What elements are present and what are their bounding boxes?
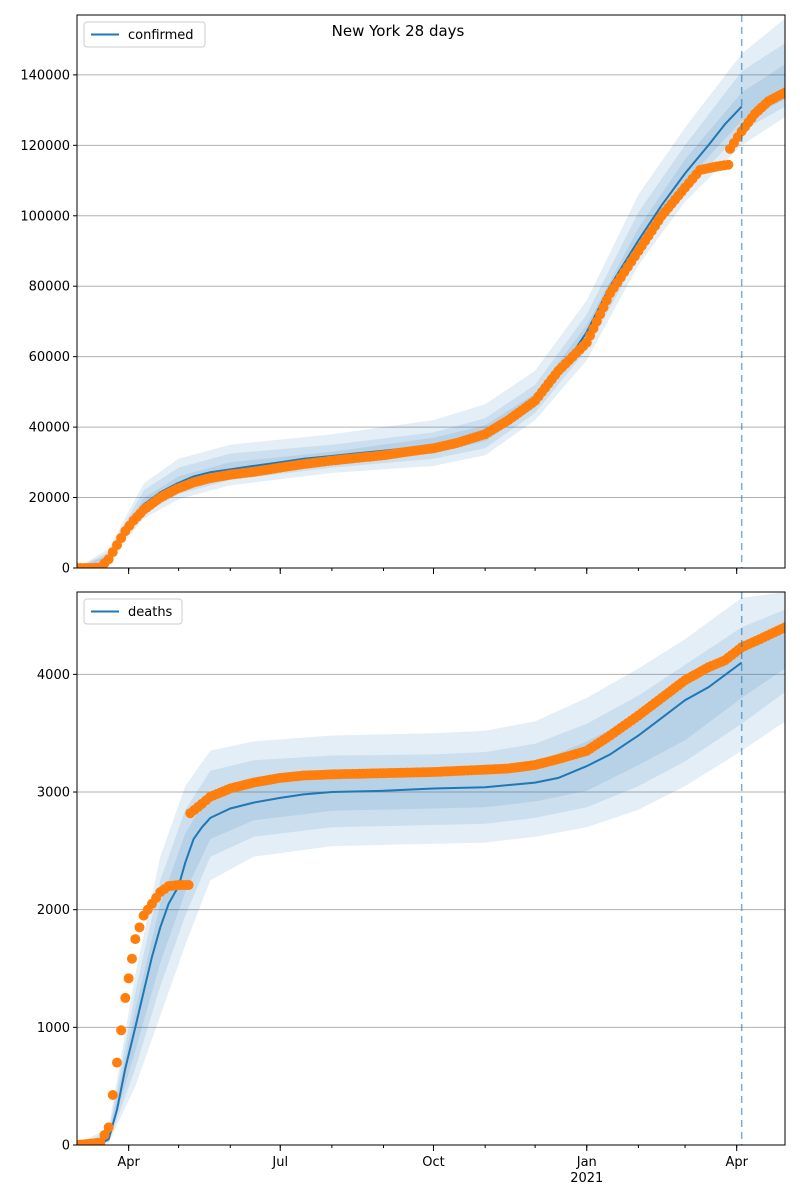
y-tick-label: 20000	[29, 491, 70, 506]
legend-box	[83, 598, 183, 625]
plot-area	[77, 592, 785, 1145]
y-tick-label: 140000	[20, 68, 70, 83]
plot-area	[77, 18, 785, 568]
deaths-line	[77, 661, 743, 1145]
confirmed-subplot: 0 20000 40000 60000 80000 100000 120000 140000 c…	[20, 14, 786, 577]
uncertainty-band-2	[77, 609, 785, 1145]
legend-label: deaths	[128, 605, 173, 620]
x-year-label: 2021	[570, 1171, 603, 1186]
observed-point	[111, 1057, 122, 1068]
deaths-subplot: 0 1000 2000 3000 4000 Apr Jul Oct Jan Apr 2021 deat…	[37, 591, 786, 1186]
y-tick-label: 120000	[20, 139, 70, 154]
x-tick-label: Jul	[271, 1155, 288, 1170]
y-tick-label: 80000	[29, 280, 70, 295]
y-tick-label: 1000	[37, 1021, 70, 1036]
x-tick-label: Jan	[576, 1155, 597, 1170]
observed-point	[107, 1089, 118, 1100]
observed-markers	[77, 622, 785, 1145]
observed-markers	[77, 87, 785, 568]
observed-point	[116, 1025, 127, 1036]
uncertainty-band-1	[77, 18, 785, 568]
observed-point	[103, 1122, 114, 1133]
observed-point	[99, 1129, 110, 1140]
y-tick-label: 0	[62, 562, 70, 577]
observed-point	[120, 992, 131, 1003]
legend: confirmed	[83, 21, 206, 48]
y-tick-label: 100000	[20, 209, 70, 224]
x-tick-label: Apr	[725, 1155, 748, 1170]
observed-point	[134, 922, 145, 933]
y-tick-label: 4000	[37, 668, 70, 683]
observed-point	[723, 159, 734, 170]
legend-label: confirmed	[128, 28, 194, 43]
observed-point	[183, 879, 194, 890]
y-tick-label: 0	[62, 1139, 70, 1154]
observed-point	[130, 934, 141, 945]
uncertainty-band-1	[77, 592, 785, 1145]
legend-box	[83, 21, 206, 48]
y-tick-label: 60000	[29, 350, 70, 365]
y-tick-label: 40000	[29, 421, 70, 436]
x-tick-label: Apr	[117, 1155, 140, 1170]
observed-point	[780, 87, 785, 98]
y-tick-label: 2000	[37, 903, 70, 918]
observed-point	[780, 622, 785, 633]
y-tick-label: 3000	[37, 786, 70, 801]
legend: deaths	[83, 598, 183, 625]
observed-point	[126, 953, 137, 964]
x-tick-label: Oct	[422, 1155, 444, 1170]
figure-title: New York 28 days	[332, 22, 465, 40]
axes-frame	[76, 591, 786, 1146]
observed-point	[123, 973, 134, 984]
axes-frame	[76, 14, 786, 569]
